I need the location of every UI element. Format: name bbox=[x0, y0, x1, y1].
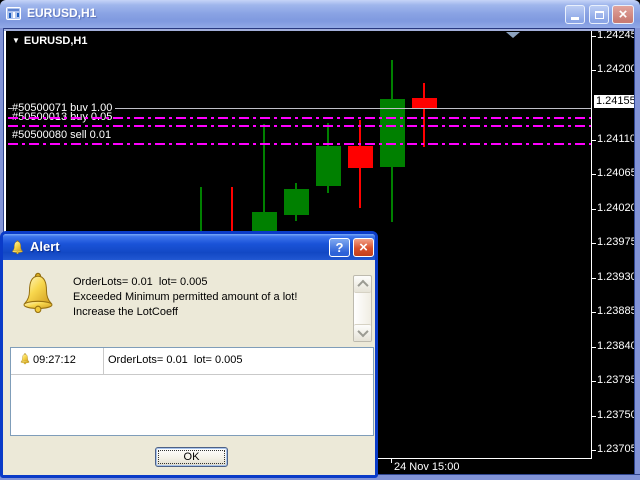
price-axis-label: 1.24245 bbox=[597, 29, 637, 41]
price-axis-label: 1.24065 bbox=[597, 167, 637, 179]
price-axis-tick bbox=[591, 416, 596, 417]
bell-icon bbox=[20, 353, 30, 365]
price-axis-tick bbox=[591, 174, 596, 175]
candle-wick bbox=[200, 187, 202, 232]
time-axis-tick bbox=[391, 459, 392, 463]
price-axis-tick bbox=[591, 347, 596, 348]
alert-row-message: OrderLots= 0.01 lot= 0.005 bbox=[108, 354, 243, 366]
window-border-top bbox=[0, 28, 640, 31]
alert-dialog-title: Alert bbox=[30, 239, 60, 254]
candle-wick bbox=[231, 187, 233, 232]
alert-message-line: Exceeded Minimum permitted amount of a l… bbox=[73, 291, 298, 303]
price-axis-tick bbox=[591, 278, 596, 279]
order-line[interactable] bbox=[8, 125, 592, 127]
alert-dialog: Alert ? × OrderLots= 0.01 lot= 0.005 Exc… bbox=[0, 231, 378, 478]
alert-list-row[interactable]: 09:27:12 OrderLots= 0.01 lot= 0.005 bbox=[11, 348, 373, 375]
alert-dialog-titlebar[interactable]: Alert ? × bbox=[3, 234, 375, 260]
candle-body bbox=[412, 98, 437, 108]
price-axis-label: 1.24020 bbox=[597, 202, 637, 214]
close-button[interactable]: × bbox=[612, 5, 634, 24]
time-axis-label: 24 Nov 15:00 bbox=[394, 461, 460, 473]
column-divider bbox=[103, 348, 104, 374]
chevron-down-icon bbox=[356, 325, 369, 338]
chart-symbol-text: EURUSD,H1 bbox=[23, 35, 88, 47]
alert-events-list[interactable]: 09:27:12 OrderLots= 0.01 lot= 0.005 bbox=[10, 347, 374, 436]
help-button[interactable]: ? bbox=[329, 238, 350, 257]
order-line[interactable] bbox=[8, 143, 592, 145]
message-scrollbar[interactable] bbox=[353, 275, 372, 342]
price-axis-tick bbox=[591, 450, 596, 451]
order-line[interactable] bbox=[8, 108, 592, 109]
candle-body bbox=[380, 99, 405, 167]
window-border-right bbox=[634, 28, 640, 474]
alert-message-line: Increase the LotCoeff bbox=[73, 306, 178, 318]
price-axis-label: 1.23840 bbox=[597, 340, 637, 352]
ok-button-label: OK bbox=[183, 451, 200, 463]
price-axis-label: 1.24200 bbox=[597, 63, 637, 75]
scroll-up-button[interactable] bbox=[354, 276, 371, 293]
alert-bell-icon bbox=[23, 272, 53, 314]
maximize-button[interactable] bbox=[589, 5, 609, 24]
price-axis-tick bbox=[591, 36, 596, 37]
price-axis-label: 1.23885 bbox=[597, 305, 637, 317]
price-axis-tick bbox=[591, 140, 596, 141]
candle-wick bbox=[263, 124, 265, 232]
chevron-up-icon bbox=[356, 279, 369, 292]
bell-icon bbox=[12, 240, 23, 255]
candle-body bbox=[316, 146, 341, 186]
close-icon: × bbox=[618, 6, 628, 23]
current-price-label: 1.24155 bbox=[594, 95, 638, 108]
chevron-down-icon: ▼ bbox=[12, 36, 20, 45]
price-axis-line[interactable] bbox=[591, 31, 592, 458]
ok-button[interactable]: OK bbox=[155, 447, 228, 467]
price-axis-tick bbox=[591, 70, 596, 71]
alert-message-line: OrderLots= 0.01 lot= 0.005 bbox=[73, 276, 208, 288]
maximize-icon bbox=[594, 10, 604, 19]
price-axis-tick bbox=[591, 312, 596, 313]
window-title: EURUSD,H1 bbox=[27, 6, 97, 20]
candle-wick bbox=[423, 83, 425, 147]
order-line[interactable] bbox=[8, 117, 592, 119]
price-axis-label: 1.23750 bbox=[597, 409, 637, 421]
price-axis-tick bbox=[591, 209, 596, 210]
alert-row-time: 09:27:12 bbox=[33, 354, 76, 366]
price-axis-label: 1.23930 bbox=[597, 271, 637, 283]
price-axis-label: 1.24110 bbox=[597, 133, 636, 145]
close-icon: × bbox=[359, 239, 368, 256]
dialog-close-button[interactable]: × bbox=[353, 238, 374, 257]
help-icon: ? bbox=[335, 240, 344, 255]
order-line-label: #50500080 sell 0.01 bbox=[12, 129, 115, 141]
candle-body bbox=[252, 212, 277, 232]
window-titlebar[interactable]: EURUSD,H1 × bbox=[0, 0, 640, 28]
price-axis-label: 1.23795 bbox=[597, 374, 637, 386]
price-axis-tick bbox=[591, 243, 596, 244]
price-axis-label: 1.23975 bbox=[597, 236, 637, 248]
price-axis-label: 1.23705 bbox=[597, 443, 637, 455]
scroll-down-button[interactable] bbox=[354, 324, 371, 341]
price-axis-tick bbox=[591, 381, 596, 382]
chart-symbol-label[interactable]: ▼ EURUSD,H1 bbox=[12, 35, 88, 47]
chart-shift-marker-icon[interactable] bbox=[506, 32, 520, 38]
candle-body bbox=[284, 189, 309, 215]
candle-body bbox=[348, 146, 373, 168]
minimize-icon bbox=[571, 17, 579, 20]
chart-icon bbox=[6, 7, 21, 20]
minimize-button[interactable] bbox=[565, 5, 585, 24]
